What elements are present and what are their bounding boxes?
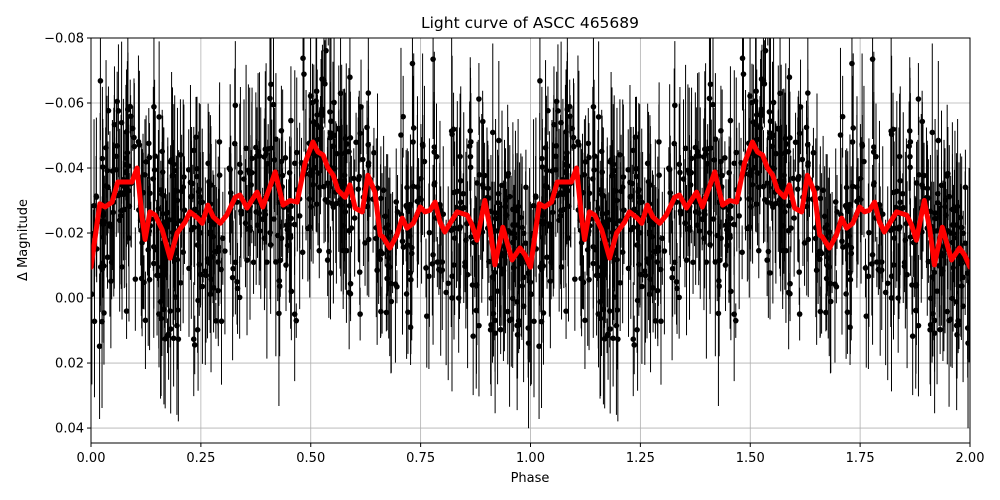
x-tick-label: 1.00 [516,451,545,466]
y-tick-label: −0.06 [44,97,84,112]
x-tick-label: 1.75 [846,451,875,466]
x-axis-label: Phase [511,471,550,486]
chart-title: Light curve of ASCC 465689 [421,14,639,32]
y-tick-label: −0.08 [44,32,84,47]
x-axis-ticks: 0.00 0.25 0.50 0.75 1.00 1.25 1.50 1.75 2.00 [77,443,985,466]
observation-points [91,38,970,429]
x-tick-label: 0.50 [296,451,325,466]
binned-mean-curve [91,139,970,270]
x-tick-label: 2.00 [956,451,985,466]
y-axis-label: Δ Magnitude [16,199,31,281]
y-tick-label: 0.00 [55,292,84,307]
x-tick-label: 1.50 [736,451,765,466]
x-tick-label: 0.00 [77,451,106,466]
y-axis-ticks: −0.08 −0.06 −0.04 −0.02 0.00 0.02 0.04 [44,32,91,437]
y-tick-label: 0.04 [55,422,84,437]
y-tick-label: −0.02 [44,227,84,242]
x-tick-label: 0.25 [186,451,215,466]
x-tick-label: 0.75 [406,451,435,466]
y-tick-label: 0.02 [55,357,84,372]
y-tick-label: −0.04 [44,162,84,177]
x-tick-label: 1.25 [626,451,655,466]
